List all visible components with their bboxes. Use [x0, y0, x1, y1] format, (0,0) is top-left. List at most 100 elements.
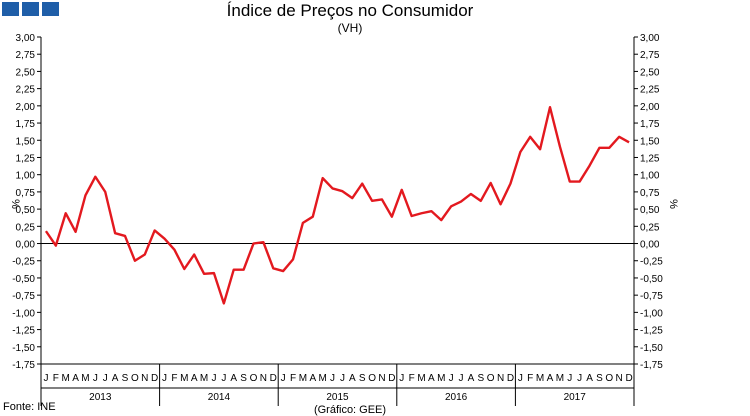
x-tick-label-month: O [368, 373, 376, 384]
x-tick-label-month: F [53, 373, 59, 384]
x-tick-label-month: D [507, 373, 514, 384]
y-tick-label-left: 2,50 [16, 67, 36, 78]
y-tick-label-right: 2,75 [640, 50, 660, 61]
x-tick-label-month: A [309, 373, 316, 384]
x-tick-label-month: S [477, 373, 484, 384]
y-tick-label-left: -1,75 [12, 360, 35, 371]
x-tick-label-month: J [330, 373, 335, 384]
x-tick-label-month: M [536, 373, 544, 384]
y-tick-label-right: -0,75 [640, 291, 663, 302]
y-tick-label-right: -0,25 [640, 257, 663, 268]
y-tick-label-right: -1,00 [640, 308, 663, 319]
y-tick-label-right: 0,50 [640, 205, 660, 216]
y-tick-label-right: -0,50 [640, 274, 663, 285]
logo-square-icon [42, 2, 59, 16]
y-tick-label-right: 2,50 [640, 67, 660, 78]
y-tick-label-left: -1,00 [12, 308, 35, 319]
y-tick-label-left: 0,00 [16, 240, 36, 251]
y-tick-label-left: -1,50 [12, 343, 35, 354]
x-tick-label-month: A [72, 373, 79, 384]
x-tick-label-month: A [586, 373, 593, 384]
x-tick-label-month: O [131, 373, 139, 384]
y-tick-label-right: 2,25 [640, 85, 660, 96]
y-tick-label-left: -1,25 [12, 326, 35, 337]
x-tick-label-month: J [43, 373, 48, 384]
x-tick-label-month: N [378, 373, 385, 384]
x-tick-label-month: J [340, 373, 345, 384]
y-tick-label-left: 1,50 [16, 136, 36, 147]
y-tick-label-right: 2,00 [640, 102, 660, 113]
y-tick-label-left: 0,75 [16, 188, 36, 199]
y-tick-label-right: 1,75 [640, 119, 660, 130]
x-tick-label-month: A [349, 373, 356, 384]
x-tick-label-month: M [299, 373, 307, 384]
x-tick-label-month: O [250, 373, 258, 384]
cpi-series-line [44, 106, 630, 305]
ministry-logo [2, 2, 59, 16]
y-tick-label-left: 2,75 [16, 50, 36, 61]
logo-square-icon [22, 2, 39, 16]
x-tick-label-month: J [459, 373, 464, 384]
y-tick-label-left: 3,00 [16, 33, 36, 44]
x-tick-label-month: S [596, 373, 603, 384]
x-tick-label-year: 2014 [208, 392, 231, 403]
x-tick-label-month: N [141, 373, 148, 384]
x-tick-label-month: J [399, 373, 404, 384]
x-tick-label-month: A [112, 373, 119, 384]
x-tick-label-month: J [221, 373, 226, 384]
x-tick-label-month: D [625, 373, 632, 384]
x-tick-label-month: S [359, 373, 366, 384]
y-tick-label-right: 1,00 [640, 171, 660, 182]
y-tick-label-right: 1,25 [640, 153, 660, 164]
y-axis-title-right: % [667, 199, 679, 209]
x-tick-label-month: O [487, 373, 495, 384]
x-tick-label-month: D [151, 373, 158, 384]
x-tick-label-month: D [270, 373, 277, 384]
x-tick-label-month: N [260, 373, 267, 384]
y-tick-label-left: -0,50 [12, 274, 35, 285]
y-tick-label-left: 1,75 [16, 119, 36, 130]
x-tick-label-month: M [180, 373, 188, 384]
x-tick-label-month: S [122, 373, 129, 384]
y-tick-label-left: 1,00 [16, 171, 36, 182]
x-tick-label-year: 2015 [326, 392, 349, 403]
x-tick-label-year: 2013 [89, 392, 112, 403]
x-tick-label-year: 2016 [445, 392, 468, 403]
x-tick-label-month: A [230, 373, 237, 384]
x-tick-label-month: J [449, 373, 454, 384]
x-tick-label-month: J [577, 373, 582, 384]
x-tick-label-month: M [319, 373, 327, 384]
y-tick-label-right: -1,50 [640, 343, 663, 354]
y-tick-label-right: 0,25 [640, 222, 660, 233]
chart-title: Índice de Preços no Consumidor [226, 1, 474, 20]
chart-subtitle: (VH) [337, 21, 363, 35]
y-tick-label-left: 0,25 [16, 222, 36, 233]
y-tick-label-left: -0,75 [12, 291, 35, 302]
x-tick-label-month: M [200, 373, 208, 384]
x-tick-label-month: F [409, 373, 415, 384]
logo-square-icon [2, 2, 19, 16]
x-tick-label-month: S [240, 373, 247, 384]
x-tick-label-month: M [81, 373, 89, 384]
x-tick-label-month: M [417, 373, 425, 384]
x-tick-label-month: J [281, 373, 286, 384]
y-tick-label-left: 2,00 [16, 102, 36, 113]
x-tick-label-month: M [62, 373, 70, 384]
x-tick-label-month: N [616, 373, 623, 384]
x-tick-label-month: J [162, 373, 167, 384]
x-tick-label-month: J [211, 373, 216, 384]
x-tick-label-year: 2017 [564, 392, 587, 403]
x-tick-label-month: D [388, 373, 395, 384]
y-tick-label-right: 0,75 [640, 188, 660, 199]
x-tick-label-month: O [605, 373, 613, 384]
x-tick-label-month: A [428, 373, 435, 384]
y-tick-label-left: 0,50 [16, 205, 36, 216]
x-tick-label-month: A [547, 373, 554, 384]
chart-credit: (Gráfico: GEE) [313, 404, 387, 416]
x-tick-label-month: F [290, 373, 296, 384]
x-tick-label-month: A [468, 373, 475, 384]
y-tick-label-left: -0,25 [12, 257, 35, 268]
y-tick-label-left: 2,25 [16, 85, 36, 96]
x-tick-label-month: M [437, 373, 445, 384]
x-tick-label-month: J [567, 373, 572, 384]
